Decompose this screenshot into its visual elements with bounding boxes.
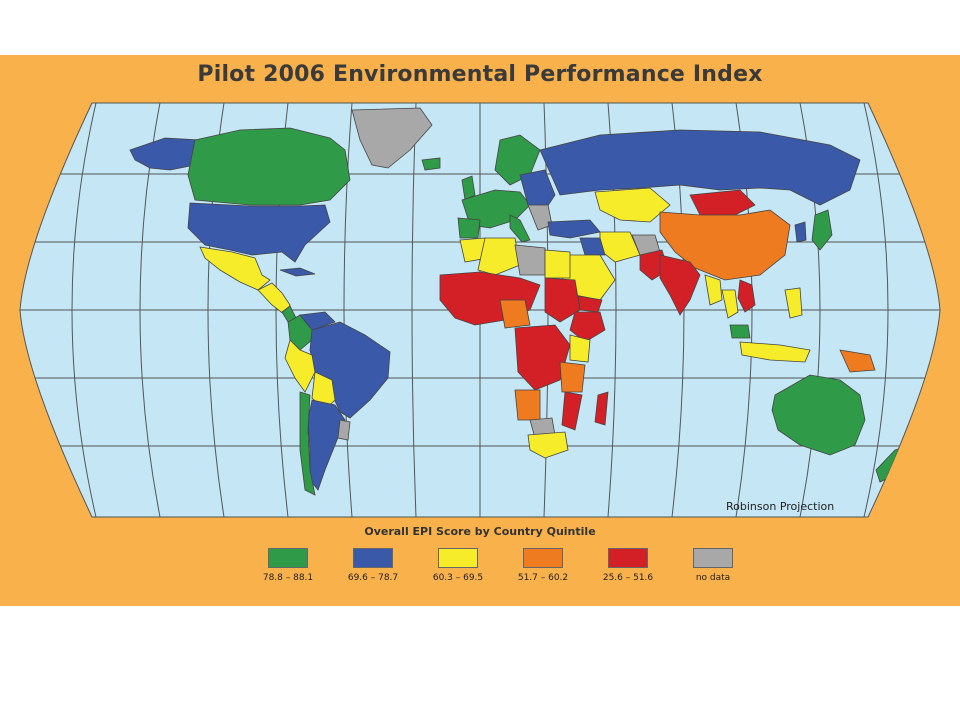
country-uruguay [337,419,351,441]
country-central-america [257,282,291,316]
country-mexico [199,246,271,291]
legend-item: no data [673,548,753,583]
legend-label: no data [695,573,731,583]
legend-swatch [438,548,478,568]
country-greenland [351,107,433,169]
country-algeria [477,237,521,276]
country-spain [457,217,481,239]
country-angola [514,389,541,421]
projection-note: Robinson Projection [726,500,835,513]
country-indonesia [739,341,811,363]
country-sudan [544,277,581,323]
country-myanmar [704,274,723,306]
legend-swatch [268,548,308,568]
country-mozambique [561,391,583,431]
country-uk [461,175,476,201]
country-central-africa [514,324,571,391]
country-chile [299,391,316,496]
country-cuba [279,267,316,277]
country-tanzania [559,361,586,393]
country-india [659,254,701,316]
legend-label: 60.3 – 69.5 [432,573,484,583]
country-egypt [544,249,571,279]
country-turkey [547,219,601,239]
countries [129,107,913,496]
country-kenya [569,334,591,363]
legend-swatch [353,548,393,568]
country-peru [284,339,316,393]
legend-item: 60.3 – 69.5 [418,548,498,583]
legend-item: 69.6 – 78.7 [333,548,413,583]
legend-swatch [523,548,563,568]
country-usa-alaska [129,137,201,171]
country-kazakhstan [594,187,671,223]
country-philippines [784,287,803,319]
country-south-africa [527,431,569,459]
country-libya [514,244,546,276]
country-eastern-europe [519,169,556,211]
legend-label: 69.6 – 78.7 [347,573,399,583]
country-china [659,209,791,281]
legend: 78.8 – 88.1 69.6 – 78.7 60.3 – 69.5 51.7… [248,548,733,592]
country-png [839,349,876,373]
country-ethiopia [569,311,606,343]
legend-label: 51.7 – 60.2 [517,573,569,583]
legend-title: Overall EPI Score by Country Quintile [364,525,596,538]
country-nigeria [499,299,531,329]
country-iceland [421,157,441,171]
country-canada [187,127,351,206]
country-iraq [579,237,606,256]
legend-swatch [608,548,648,568]
country-argentina [307,399,346,491]
country-japan [811,209,833,251]
legend-item: 51.7 – 60.2 [503,548,583,583]
legend-item: 25.6 – 51.6 [588,548,668,583]
country-malaysia [729,324,751,339]
legend-label: 25.6 – 51.6 [602,573,654,583]
country-madagascar [594,391,609,426]
country-russia [539,129,861,206]
country-korea [794,221,807,243]
country-italy [509,214,531,243]
country-venezuela [299,311,336,331]
map-title: Pilot 2006 Environmental Performance Ind… [197,62,763,87]
legend-item: 78.8 – 88.1 [248,548,328,583]
country-australia [771,374,866,456]
legend-label: 78.8 – 88.1 [262,573,314,583]
country-thailand [721,289,739,319]
country-mongolia [689,189,756,216]
country-vietnam [737,279,756,313]
legend-swatch [693,548,733,568]
country-usa [187,202,331,263]
